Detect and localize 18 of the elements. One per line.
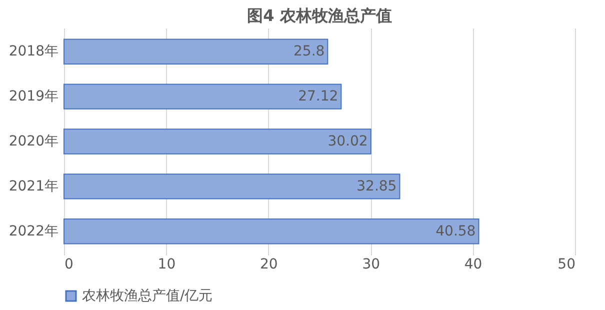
x-tick-label: 0 <box>64 256 74 272</box>
x-tick-label: 40 <box>464 256 482 272</box>
x-tick-label: 30 <box>362 256 380 272</box>
data-label: 27.12 <box>298 88 338 105</box>
x-tick-label: 20 <box>260 256 278 272</box>
x-tick-label: 10 <box>158 256 176 272</box>
data-label: 32.85 <box>356 178 397 194</box>
y-tick-label: 2018年 <box>8 44 58 60</box>
y-tick-label: 2021年 <box>8 178 58 194</box>
y-tick-label: 2019年 <box>8 88 58 105</box>
legend-label: 农林牧渔总产值/亿元 <box>82 288 213 304</box>
data-label: 30.02 <box>328 134 368 150</box>
y-tick-label: 2020年 <box>8 134 58 150</box>
x-tick-label: 50 <box>558 256 576 272</box>
chart-title: 图4 农林牧渔总产值 <box>247 6 392 25</box>
data-label: 25.8 <box>294 44 325 60</box>
data-label: 40.58 <box>436 223 476 240</box>
y-tick-label: 2022年 <box>8 223 58 240</box>
